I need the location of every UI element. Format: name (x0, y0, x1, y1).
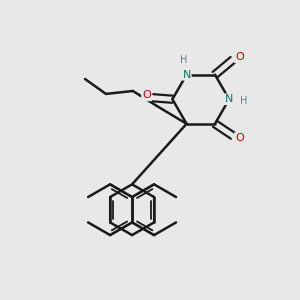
Text: N: N (225, 94, 233, 104)
Text: H: H (240, 96, 247, 106)
Text: N: N (182, 70, 191, 80)
Text: H: H (180, 55, 187, 65)
Text: O: O (235, 52, 244, 62)
Text: O: O (142, 90, 151, 100)
Text: O: O (235, 133, 244, 143)
